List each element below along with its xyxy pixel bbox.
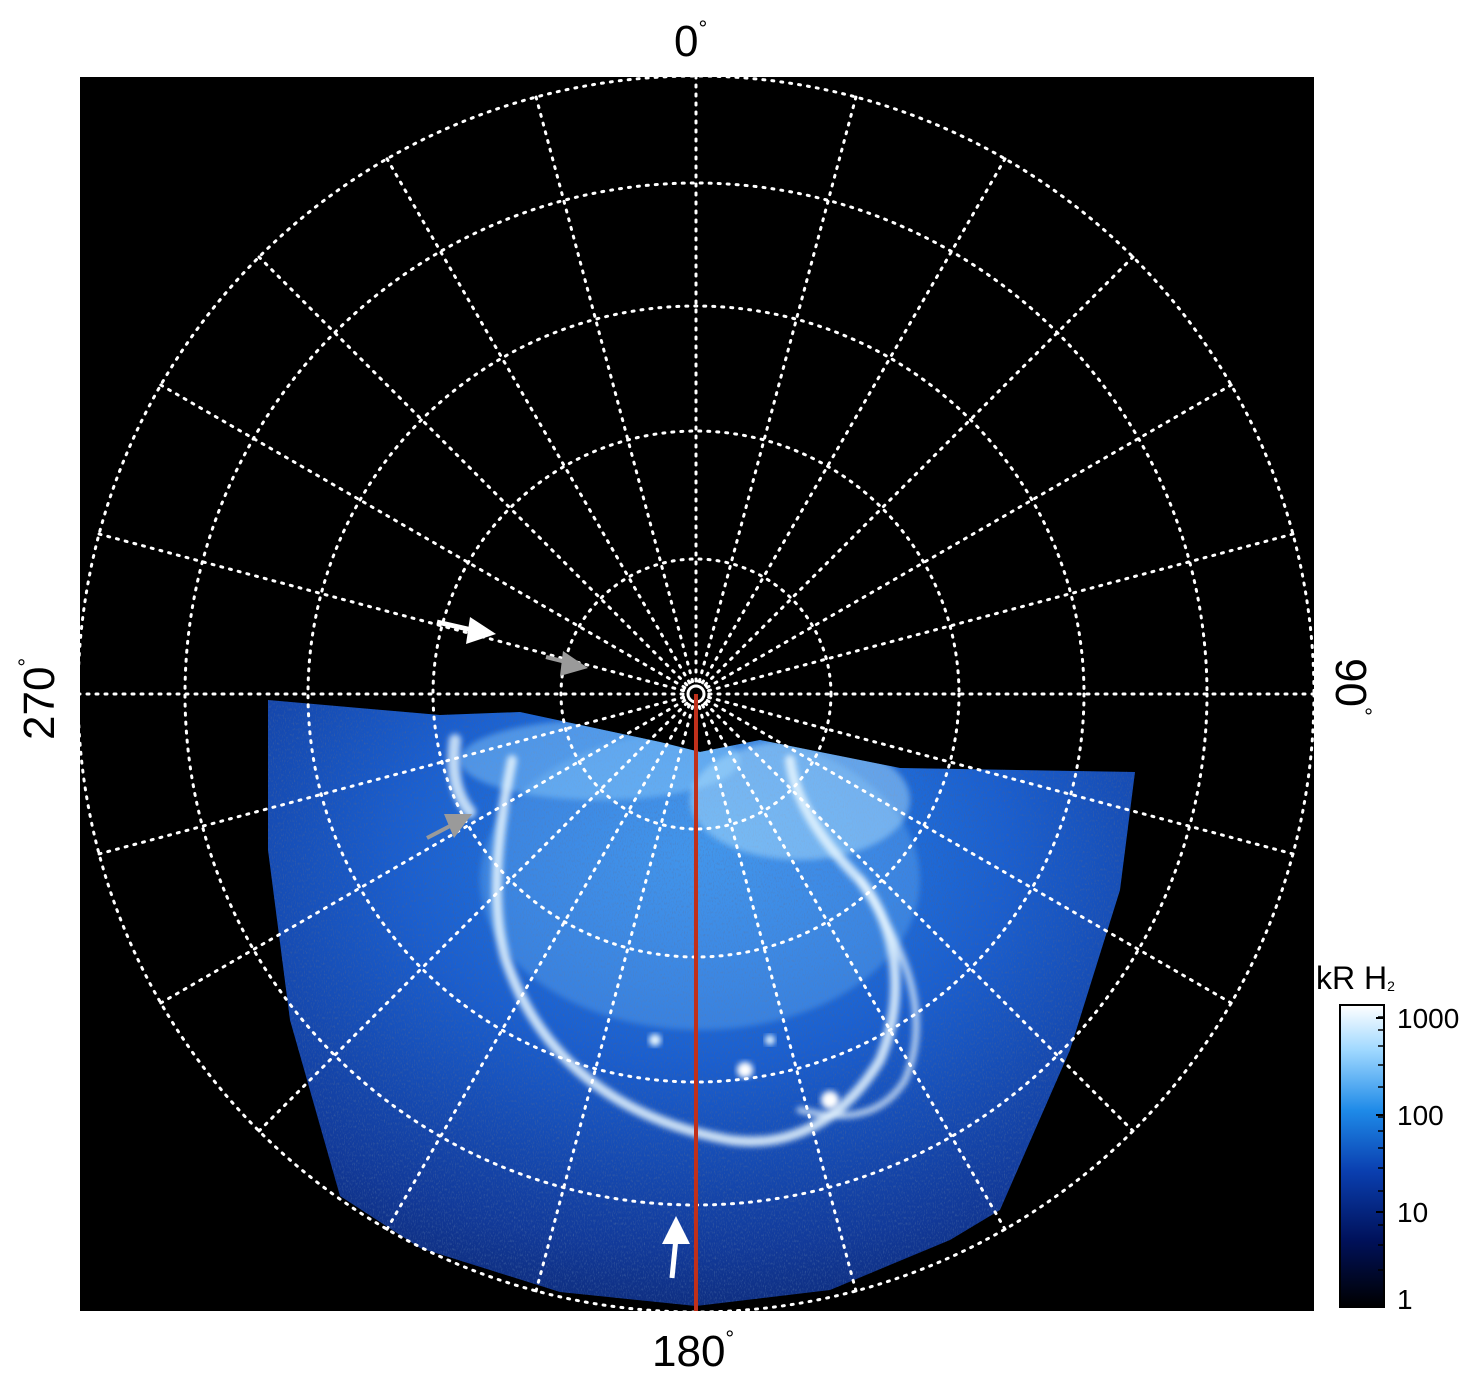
meridian-line [701,155,1008,685]
colorbar-tick-1: 1 [1397,1284,1413,1315]
meridian-line [534,93,695,683]
meridian-line [707,532,1297,693]
meridian-line [707,695,1297,856]
meridian-line [157,382,687,689]
meridian-line [157,699,687,1006]
colorbar-tick-100: 100 [1397,1100,1444,1131]
arrow-grey-left [426,814,472,840]
longitude-grid [80,77,1314,1311]
meridian-line [703,701,1136,1134]
meridian-line [703,254,1136,687]
meridian-line [95,695,685,856]
colorbar-title: kR H2 [1316,960,1395,996]
meridian-line [534,705,695,1295]
meridian-line [256,701,689,1134]
arrow-white-bottom [662,1216,690,1279]
colorbar-tick-10: 10 [1397,1197,1429,1228]
label-270-degrees: 270° [14,657,64,740]
meridian-line [384,703,691,1233]
colorbar-tick-1000: 1000 [1397,1003,1460,1034]
colorbar-minor-ticks [1376,1016,1384,1271]
meridian-line [95,532,685,693]
meridian-line [384,155,691,685]
label-90-degrees: 90° [1326,658,1376,716]
meridian-line [256,254,689,687]
meridian-line [705,382,1235,689]
label-0-degrees: 0° [674,16,708,66]
colorbar [1339,1004,1385,1308]
meridian-line [697,93,858,683]
meridian-line [701,703,1008,1233]
meridian-line [705,699,1235,1006]
meridian-line [697,705,858,1295]
arrow-grey-upper [545,651,588,676]
arrow-white-upper [436,617,496,644]
label-180-degrees: 180° [652,1326,735,1376]
